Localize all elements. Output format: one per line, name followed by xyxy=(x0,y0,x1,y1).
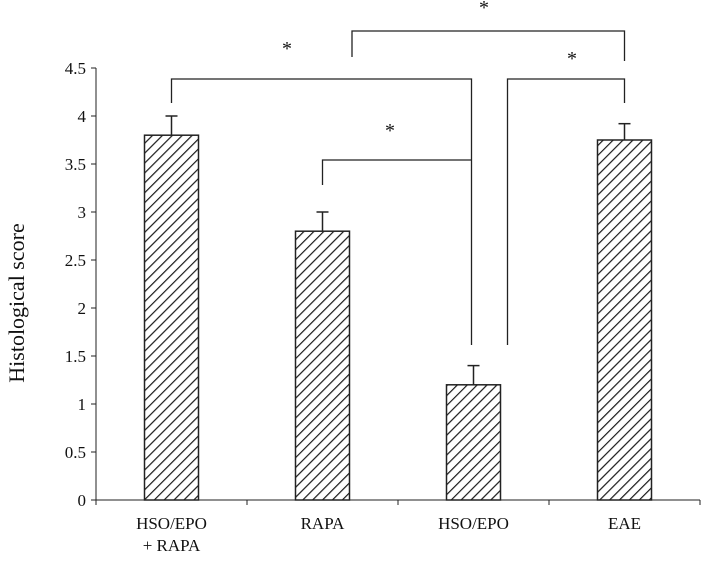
bar xyxy=(294,230,351,501)
x-tick-label-line: RAPA xyxy=(301,514,346,533)
bar xyxy=(596,139,653,501)
bracket-b-c xyxy=(321,159,472,185)
axes: 0 0.5 1 1.5 2 2.5 3 3.5 4 4.5 HSO/EPO + RAPA RAPA HSO… xyxy=(65,59,701,555)
y-tick-label: 2.5 xyxy=(65,251,86,270)
x-tick-label: HSO/EPO + RAPA xyxy=(136,514,207,555)
bar xyxy=(445,384,502,501)
y-tick-label: 1 xyxy=(78,395,87,414)
y-tick-label: 0 xyxy=(78,491,87,510)
y-tick-label: 0.5 xyxy=(65,443,86,462)
y-axis-label: Histological score xyxy=(4,223,29,382)
significance-star: * xyxy=(385,120,395,142)
x-tick-label: RAPA xyxy=(301,514,346,533)
y-tick-label: 3.5 xyxy=(65,155,86,174)
significance-star: * xyxy=(479,0,489,19)
bracket-c-d xyxy=(506,78,626,345)
x-tick-label-line: EAE xyxy=(608,514,641,533)
bracket-b-d xyxy=(351,30,626,61)
x-tick-label-line: HSO/EPO xyxy=(438,514,509,533)
x-tick-label-line: + RAPA xyxy=(143,536,201,555)
y-tick-label: 1.5 xyxy=(65,347,86,366)
bar xyxy=(143,134,200,501)
y-tick-label: 2 xyxy=(78,299,87,318)
significance-star: * xyxy=(282,38,292,60)
significance-star: * xyxy=(567,48,577,70)
x-tick-label: HSO/EPO xyxy=(438,514,509,533)
bars-group xyxy=(143,115,653,501)
y-tick-label: 3 xyxy=(78,203,87,222)
x-tick-label-line: HSO/EPO xyxy=(136,514,207,533)
bracket-a-c xyxy=(170,78,473,345)
significance-brackets: * * * * xyxy=(170,0,626,345)
y-tick-label: 4.5 xyxy=(65,59,86,78)
x-tick-label: EAE xyxy=(608,514,641,533)
y-tick-label: 4 xyxy=(78,107,87,126)
